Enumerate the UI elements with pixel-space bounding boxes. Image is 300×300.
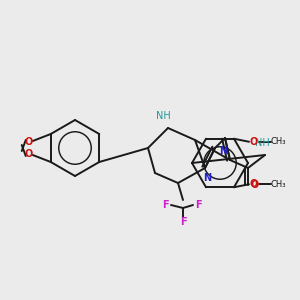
- Text: F: F: [162, 200, 168, 210]
- Text: O: O: [250, 179, 258, 189]
- Text: O: O: [25, 149, 33, 159]
- Text: O: O: [25, 137, 33, 147]
- Text: O: O: [251, 180, 259, 190]
- Text: F: F: [180, 217, 186, 227]
- Text: NH: NH: [255, 138, 269, 148]
- Text: N: N: [219, 146, 227, 156]
- Text: N: N: [203, 173, 211, 183]
- Text: CH₃: CH₃: [270, 180, 286, 189]
- Text: F: F: [195, 200, 201, 210]
- Text: NH: NH: [156, 111, 170, 121]
- Text: O: O: [250, 137, 258, 147]
- Text: CH₃: CH₃: [270, 137, 286, 146]
